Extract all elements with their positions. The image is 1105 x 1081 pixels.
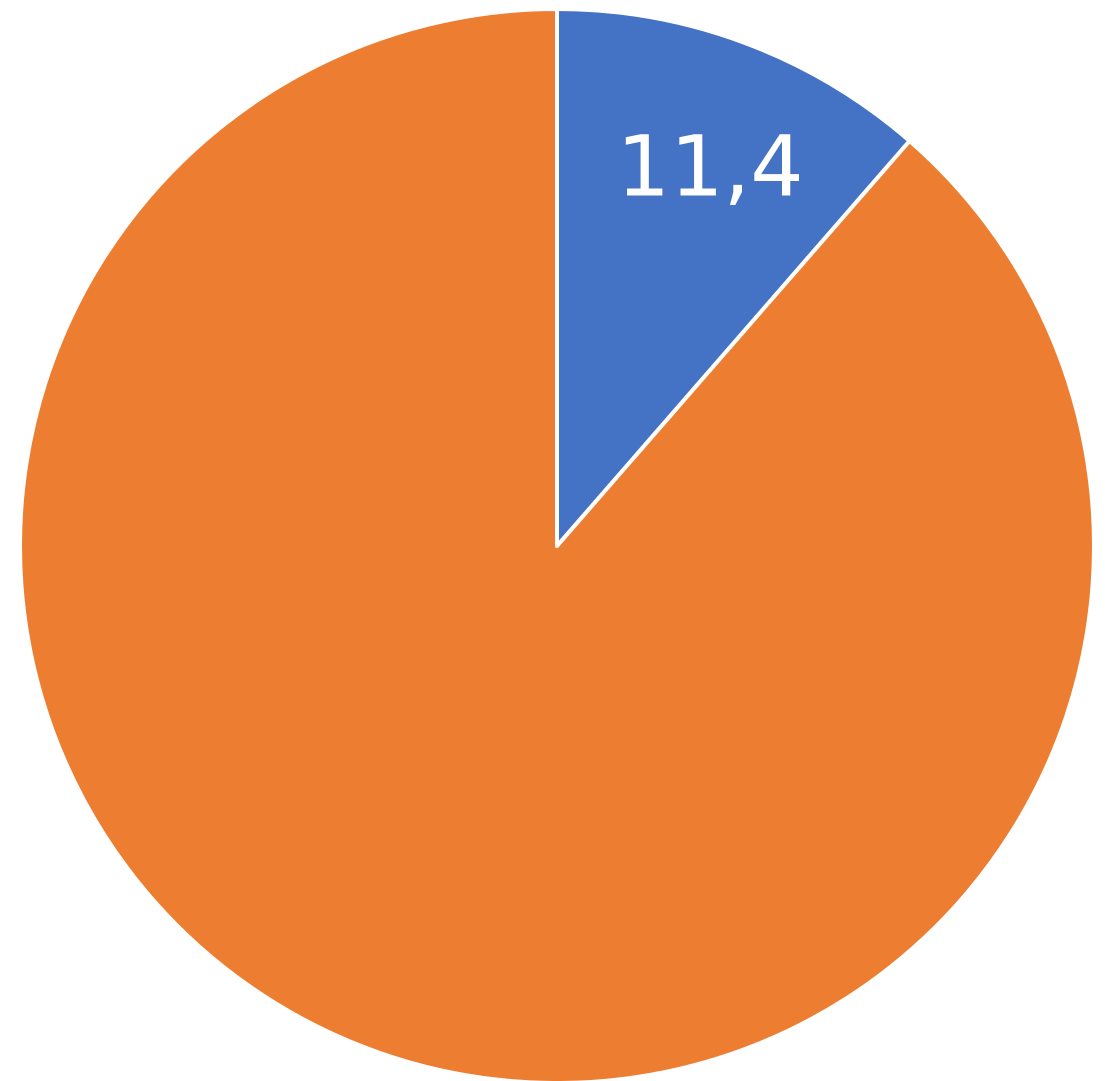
pie-slice-2: [18, 7, 1096, 1081]
pie-data-labels: 11,4: [617, 118, 804, 216]
pie-slices: [18, 7, 1096, 1081]
pie-data-label-1: 11,4: [617, 118, 804, 216]
pie-slice-1: [555, 7, 912, 548]
